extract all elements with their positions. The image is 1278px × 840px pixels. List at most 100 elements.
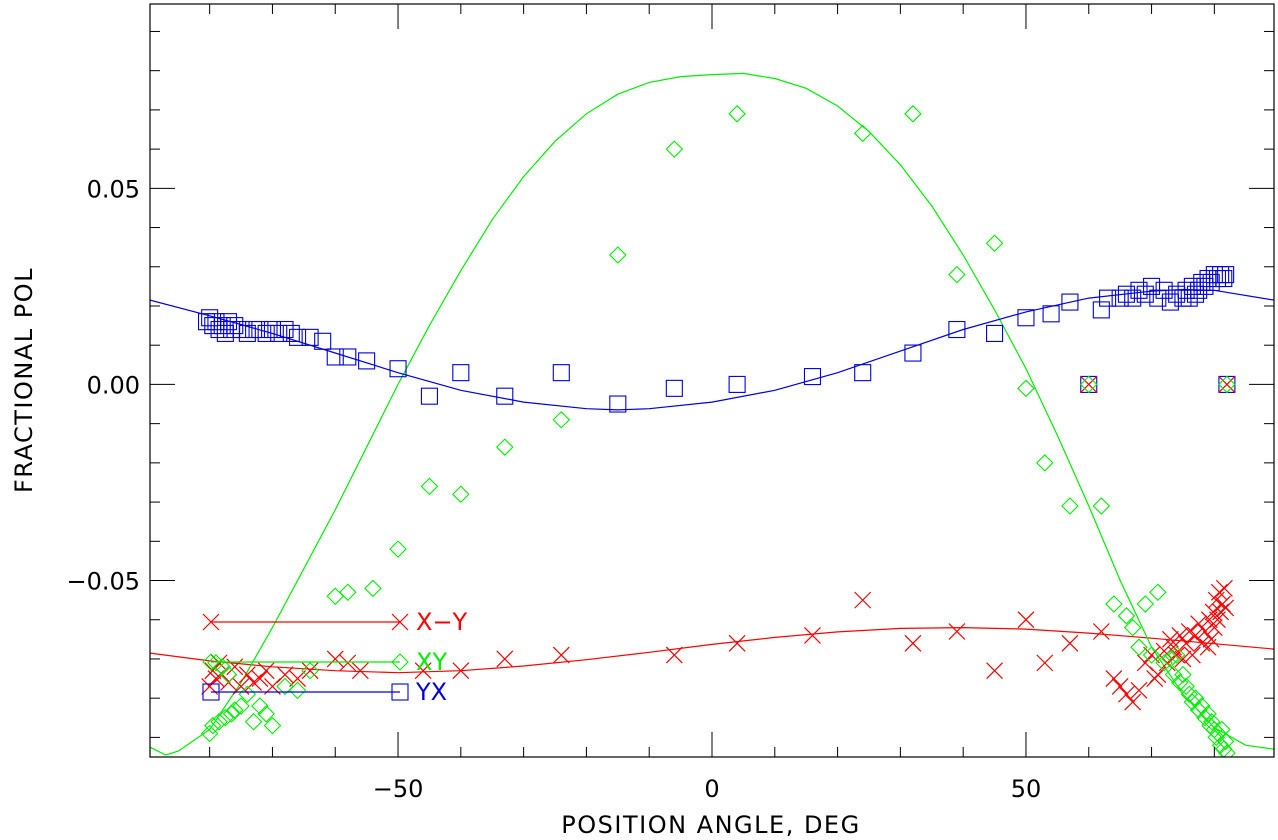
x-minus-y-point bbox=[1118, 685, 1135, 703]
xy-point bbox=[219, 665, 238, 684]
yx-point bbox=[232, 320, 250, 339]
yx-point bbox=[609, 395, 627, 413]
xy-point bbox=[222, 705, 241, 723]
x-minus-y-point bbox=[1061, 634, 1079, 652]
xy-point bbox=[1218, 744, 1236, 757]
legend-label-x-minus-y: X−Y bbox=[416, 608, 468, 636]
yx-point bbox=[854, 364, 872, 382]
xy-point bbox=[420, 477, 439, 496]
x-minus-y-point bbox=[414, 662, 432, 680]
xy-point bbox=[552, 410, 571, 429]
yx-point bbox=[1217, 266, 1235, 284]
x-minus-y-point bbox=[1017, 611, 1035, 629]
xy-point bbox=[1123, 618, 1142, 637]
overlap-cross bbox=[1080, 375, 1098, 393]
xy-point bbox=[496, 438, 514, 456]
x-minus-y-point bbox=[1124, 693, 1142, 711]
x-minus-y-point bbox=[904, 634, 922, 652]
x-minus-y-point bbox=[238, 666, 256, 684]
xy-point bbox=[904, 105, 922, 123]
x-minus-y-point bbox=[1204, 603, 1222, 621]
xy-point bbox=[1105, 595, 1123, 613]
yx-point bbox=[1042, 305, 1060, 323]
xy-point bbox=[244, 712, 263, 731]
x-tick-label: 50 bbox=[1011, 775, 1042, 803]
xy-point bbox=[1155, 654, 1173, 672]
yx-point bbox=[1092, 301, 1110, 319]
yx-point bbox=[496, 387, 514, 405]
x-minus-y-point bbox=[1130, 681, 1148, 699]
x-minus-y-point bbox=[804, 626, 821, 644]
x-minus-y-point bbox=[1149, 666, 1167, 684]
xy-point bbox=[853, 124, 872, 143]
xy-point bbox=[1036, 454, 1054, 472]
y-axis-label: FRACTIONAL POL bbox=[10, 267, 38, 493]
yx-point bbox=[420, 387, 438, 405]
x-minus-y-point bbox=[1215, 579, 1233, 597]
yx-point bbox=[289, 328, 307, 346]
x-minus-y-point bbox=[1036, 654, 1054, 672]
x-minus-y-point bbox=[986, 662, 1003, 680]
x-minus-y-point bbox=[854, 591, 872, 609]
x-minus-y-point bbox=[1092, 623, 1110, 640]
x-minus-y-point bbox=[1177, 634, 1195, 652]
y-tick-label: 0.00 bbox=[87, 371, 140, 399]
yx-point bbox=[314, 332, 332, 350]
xy-point bbox=[452, 485, 470, 504]
yx-point bbox=[358, 352, 376, 370]
yx-point bbox=[282, 324, 300, 342]
x-minus-y-point bbox=[948, 623, 966, 640]
yx-point bbox=[389, 360, 407, 378]
xy-point bbox=[1092, 497, 1111, 515]
yx-point bbox=[728, 375, 746, 393]
xy-point bbox=[1211, 736, 1230, 755]
yx-point bbox=[251, 320, 269, 339]
x-minus-y-fit-line bbox=[150, 626, 1274, 674]
xy-point bbox=[1149, 583, 1167, 602]
xy-point bbox=[1117, 607, 1136, 625]
x-minus-y-point bbox=[552, 646, 570, 664]
fit-lines bbox=[150, 72, 1274, 756]
xy-point bbox=[364, 579, 382, 598]
yx-point bbox=[904, 344, 922, 362]
yx-point bbox=[1117, 285, 1135, 303]
yx-point bbox=[803, 368, 822, 386]
x-minus-y-point bbox=[1202, 630, 1220, 648]
xy-point bbox=[1142, 646, 1161, 664]
x-minus-y-point bbox=[339, 654, 357, 672]
yx-point bbox=[1111, 289, 1129, 307]
yx-point bbox=[326, 348, 344, 366]
y-tick-label: 0.05 bbox=[87, 175, 140, 203]
yx-point bbox=[339, 348, 357, 366]
legend-marker-start-xy bbox=[202, 653, 220, 671]
x-minus-y-point bbox=[351, 662, 369, 680]
yx-point bbox=[1155, 281, 1173, 299]
yx-point bbox=[552, 364, 570, 382]
yx-point bbox=[270, 324, 288, 342]
xy-point bbox=[1193, 697, 1211, 715]
xy-point bbox=[263, 716, 282, 735]
xy-point bbox=[251, 697, 269, 715]
xy-point bbox=[232, 697, 250, 715]
x-minus-y-point bbox=[301, 662, 319, 680]
xy-point bbox=[1186, 689, 1205, 707]
xy-point bbox=[288, 681, 307, 700]
yx-point bbox=[1099, 289, 1117, 307]
x-minus-y-point bbox=[326, 650, 344, 668]
xy-point bbox=[1189, 701, 1208, 719]
x-minus-y-point bbox=[1210, 583, 1228, 601]
xy-point bbox=[1177, 677, 1195, 696]
xy-point bbox=[1199, 705, 1217, 723]
x-axis-label: POSITION ANGLE, DEG bbox=[561, 811, 860, 839]
xy-point bbox=[1203, 712, 1221, 731]
yx-point bbox=[986, 324, 1004, 342]
x-minus-y-point bbox=[1190, 615, 1208, 633]
yx-point bbox=[301, 328, 319, 346]
xy-point bbox=[1061, 497, 1079, 515]
x-minus-y-point bbox=[1174, 650, 1192, 668]
x-minus-y-point bbox=[1212, 603, 1230, 621]
x-minus-y-point bbox=[496, 650, 514, 668]
xy-point bbox=[225, 701, 244, 719]
